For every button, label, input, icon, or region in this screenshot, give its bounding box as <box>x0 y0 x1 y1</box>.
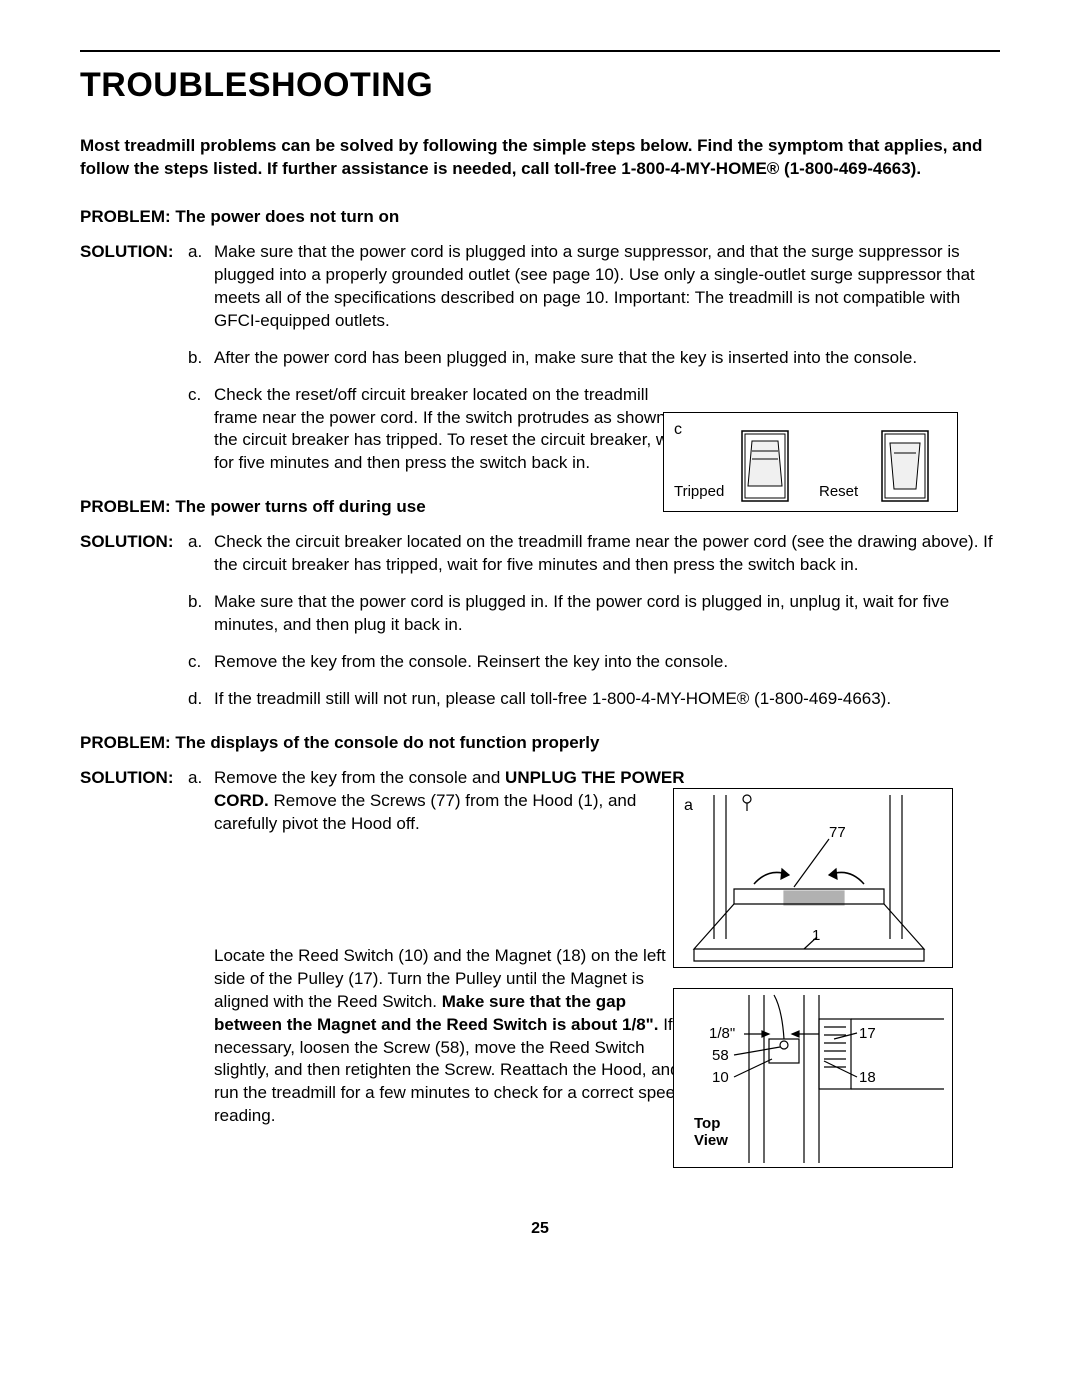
item-text: If the treadmill still will not run, ple… <box>214 688 1000 711</box>
item-letter: b. <box>188 591 214 637</box>
figure-c: c Tripped Reset <box>663 412 958 512</box>
item-letter: c. <box>188 651 214 674</box>
solution-1b: b. After the power cord has been plugged… <box>80 347 1000 370</box>
item-text: Check the circuit breaker located on the… <box>214 531 1000 577</box>
breaker-diagram-icon <box>664 413 959 513</box>
intro-paragraph: Most treadmill problems can be solved by… <box>80 135 1000 181</box>
item-letter: d. <box>188 688 214 711</box>
hood-diagram-icon <box>674 789 954 969</box>
text-plain: Remove the Screws (77) from the Hood (1)… <box>214 791 636 833</box>
item-text: Locate the Reed Switch (10) and the Magn… <box>214 945 689 1129</box>
item-text: Make sure that the power cord is plugged… <box>214 241 1000 333</box>
solution-2d: d. If the treadmill still will not run, … <box>80 688 1000 711</box>
item-letter: a. <box>188 531 214 577</box>
item-text: After the power cord has been plugged in… <box>214 347 1000 370</box>
item-text: Check the reset/off circuit breaker loca… <box>214 384 689 476</box>
item-letter: a. <box>188 241 214 333</box>
page-title: TROUBLESHOOTING <box>80 66 1000 105</box>
item-text: Remove the key from the console and UNPL… <box>214 767 689 836</box>
top-rule <box>80 50 1000 52</box>
item-text: Remove the key from the console. Reinser… <box>214 651 1000 674</box>
solution-2c: c. Remove the key from the console. Rein… <box>80 651 1000 674</box>
solution-2a: SOLUTION: a. Check the circuit breaker l… <box>80 531 1000 577</box>
page-number: 25 <box>80 1220 1000 1238</box>
solution-2b: b. Make sure that the power cord is plug… <box>80 591 1000 637</box>
solution-label: SOLUTION: <box>80 531 188 577</box>
item-letter: a. <box>188 767 214 836</box>
problem-3-heading: PROBLEM: The displays of the console do … <box>80 733 1000 753</box>
item-text: Make sure that the power cord is plugged… <box>214 591 1000 637</box>
text-plain: Remove the key from the console and <box>214 768 505 787</box>
figure-b: 1/8" 58 10 17 18 Top View <box>673 988 953 1168</box>
item-letter: b. <box>188 347 214 370</box>
solution-1a: SOLUTION: a. Make sure that the power co… <box>80 241 1000 333</box>
solution-label: SOLUTION: <box>80 767 188 836</box>
solution-label: SOLUTION: <box>80 241 188 333</box>
figure-a: a 77 1 <box>673 788 953 968</box>
problem-1-heading: PROBLEM: The power does not turn on <box>80 207 1000 227</box>
reed-switch-diagram-icon <box>674 989 954 1169</box>
item-letter: c. <box>188 384 214 476</box>
